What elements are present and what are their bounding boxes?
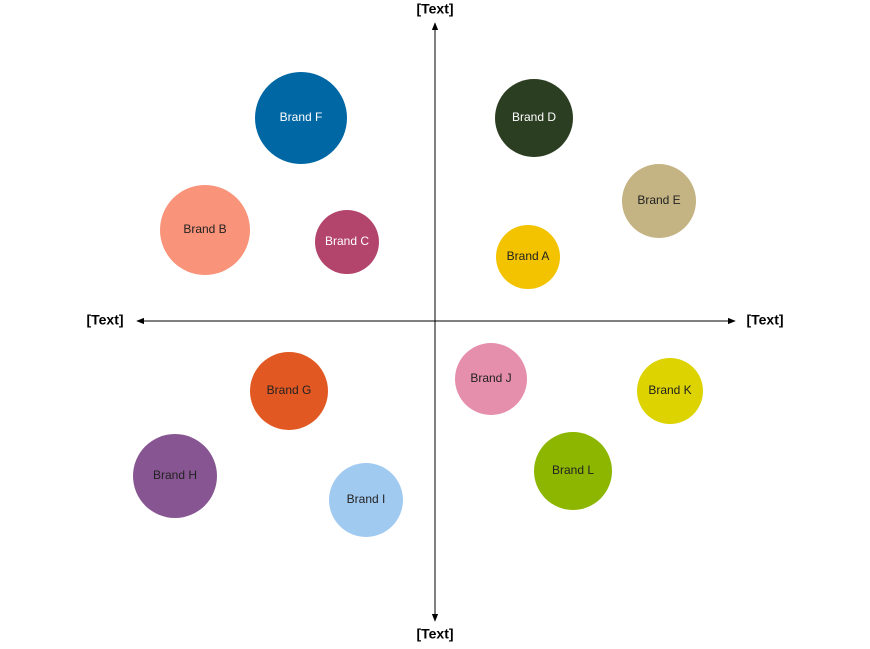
brand-bubble [534,432,612,510]
brand-label: Brand B [183,222,226,236]
brand-bubble [133,434,217,518]
brand-label: Brand I [347,492,386,506]
brand-label: Brand J [470,371,511,385]
brand-label: Brand E [637,193,680,207]
axis-label-left: [Text] [86,312,123,328]
brand-label: Brand F [280,110,323,124]
brand-label: Brand A [507,249,550,263]
brand-label: Brand D [512,110,556,124]
brand-label: Brand H [153,468,197,482]
axis-label-right: [Text] [746,312,783,328]
axis-label-top: [Text] [416,1,453,17]
brand-bubble [250,352,328,430]
brand-bubble [255,72,347,164]
brand-bubble [160,185,250,275]
brand-bubble [637,358,703,424]
brand-bubble [455,343,527,415]
brand-label: Brand L [552,463,594,477]
brand-bubble [496,225,560,289]
axis-label-bottom: [Text] [416,626,453,642]
brand-bubble [495,79,573,157]
brand-bubble [622,164,696,238]
brand-label: Brand C [325,234,369,248]
brand-label: Brand G [267,383,312,397]
nodes: Brand F Brand D Brand E Brand B Brand C Brand… [133,72,703,537]
brand-bubble [315,210,379,274]
brand-bubble [329,463,403,537]
brand-label: Brand K [648,383,691,397]
